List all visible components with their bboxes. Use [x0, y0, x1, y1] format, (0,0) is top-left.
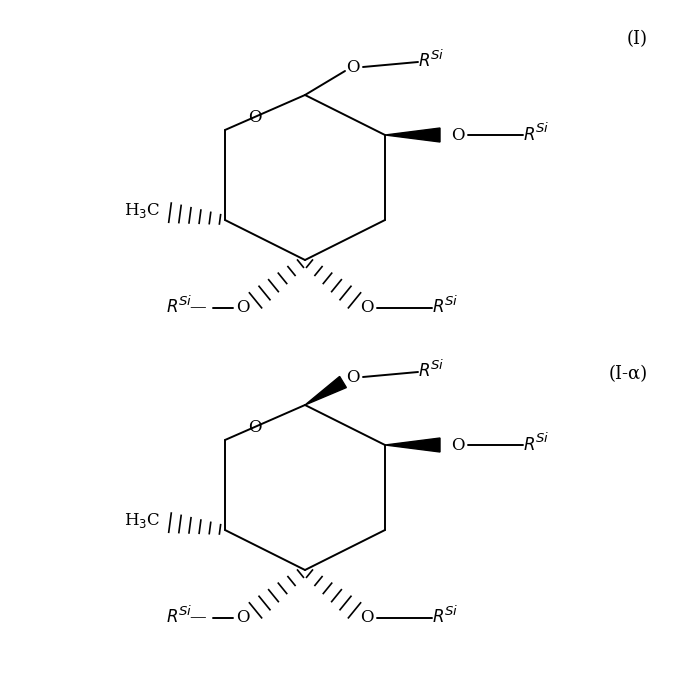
Text: H$_3$C: H$_3$C — [124, 200, 160, 220]
Text: $Si$: $Si$ — [444, 604, 458, 618]
Text: O: O — [346, 59, 360, 76]
Text: —: — — [190, 610, 206, 626]
Text: $Si$: $Si$ — [430, 358, 444, 372]
Text: $R$: $R$ — [418, 364, 430, 380]
Text: $Si$: $Si$ — [178, 604, 192, 618]
Text: $Si$: $Si$ — [430, 48, 444, 62]
Text: $R$: $R$ — [432, 610, 444, 626]
Text: $Si$: $Si$ — [535, 121, 549, 135]
Text: O: O — [236, 300, 250, 316]
Text: O: O — [248, 109, 262, 126]
Text: O: O — [452, 437, 464, 453]
Text: O: O — [452, 127, 464, 143]
Polygon shape — [385, 438, 440, 452]
Polygon shape — [385, 128, 440, 142]
Text: $R$: $R$ — [166, 300, 178, 316]
Text: H$_3$C: H$_3$C — [124, 511, 160, 530]
Text: O: O — [360, 300, 374, 316]
Text: $R$: $R$ — [166, 610, 178, 626]
Text: O: O — [236, 610, 250, 626]
Text: $R$: $R$ — [523, 437, 535, 453]
Text: $R$: $R$ — [523, 127, 535, 143]
Text: O: O — [346, 369, 360, 386]
Text: $Si$: $Si$ — [444, 294, 458, 308]
Text: O: O — [360, 610, 374, 626]
Polygon shape — [305, 376, 346, 405]
Text: (I): (I) — [627, 30, 648, 48]
Text: $Si$: $Si$ — [535, 431, 549, 445]
Text: $Si$: $Si$ — [178, 294, 192, 308]
Text: —: — — [190, 300, 206, 316]
Text: O: O — [248, 419, 262, 436]
Text: $R$: $R$ — [418, 54, 430, 70]
Text: $R$: $R$ — [432, 300, 444, 316]
Text: (I-α): (I-α) — [609, 365, 648, 383]
